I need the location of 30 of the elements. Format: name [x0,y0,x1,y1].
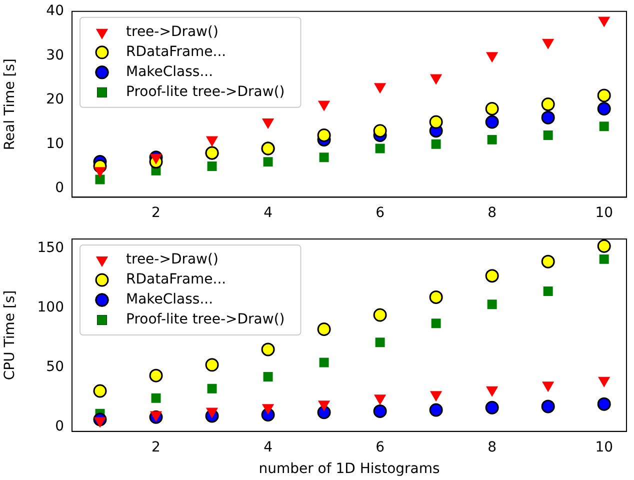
legend-label: RDataFrame... [126,272,226,288]
y-tick-label: 10 [46,136,64,152]
x-tick-label: 10 [595,439,614,456]
x-tick-label: 10 [595,205,614,222]
y-tick-label: 20 [46,92,64,108]
y-tick-label: 100 [37,300,64,316]
x-tick-label: 6 [376,205,385,222]
y-axis-title: CPU Time [s] [2,290,18,380]
legend-label: Proof-lite tree->Draw() [126,312,285,328]
legend-label: MakeClass... [126,64,214,80]
x-tick-label: 2 [152,205,160,222]
x-tick-label: 2 [152,439,160,456]
legend-label: MakeClass... [126,292,214,308]
x-tick-label: 4 [264,205,273,222]
x-tick-label: 6 [376,439,385,456]
legend-label: tree->Draw() [126,252,218,268]
y-tick-label: 30 [46,47,64,64]
x-tick-label: 4 [264,439,273,456]
legend-label: RDataFrame... [126,44,226,60]
x-tick-label: 8 [488,205,497,222]
legend-label: tree->Draw() [126,24,218,40]
y-axis-title: Real Time [s] [2,58,18,150]
y-tick-label: 0 [55,418,64,434]
legend-label: Proof-lite tree->Draw() [126,84,285,100]
x-tick-label: 8 [488,439,497,456]
y-tick-label: 150 [37,240,64,256]
y-tick-label: 0 [55,180,64,196]
y-tick-label: 40 [46,3,64,20]
y-tick-label: 50 [46,358,64,375]
x-axis-title: number of 1D Histograms [258,461,440,478]
